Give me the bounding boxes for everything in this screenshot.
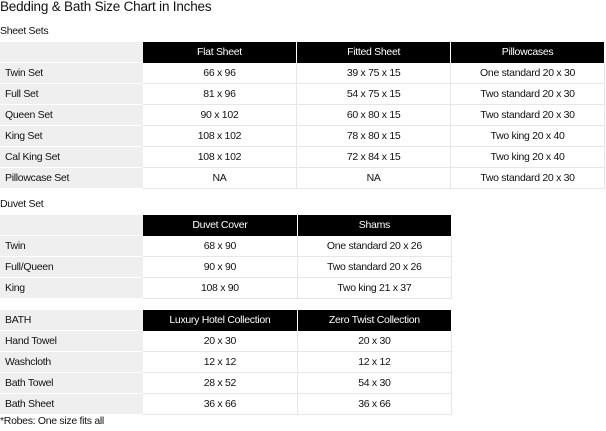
table-cell: 36 x 66 — [143, 393, 298, 415]
table-cell: Two standard 20 x 26 — [297, 256, 453, 278]
row-label: King — [0, 277, 144, 299]
table-cell: 72 x 84 x 15 — [296, 146, 452, 168]
column-header: Duvet Cover — [143, 215, 298, 236]
table-row: King Set 108 x 102 78 x 80 x 15 Two king 20… — [0, 125, 605, 147]
table-cell: Two king 20 x 40 — [450, 146, 605, 168]
page-title: Bedding & Bath Size Chart in Inches — [0, 0, 212, 14]
table-cell: 54 x 75 x 15 — [296, 83, 452, 105]
footnote: *Robes: One size fits all — [0, 415, 104, 427]
row-label: Cal King Set — [0, 146, 143, 168]
table-row: Full/Queen 90 x 90 Two standard 20 x 26 — [0, 256, 453, 278]
column-header: Flat Sheet — [142, 42, 298, 63]
row-label: Pillowcase Set — [0, 167, 143, 189]
table-row: Pillowcase Set NA NA Two standard 20 x 30 — [0, 167, 605, 189]
corner-cell — [0, 215, 144, 236]
table-row: King 108 x 90 Two king 21 x 37 — [0, 277, 453, 299]
column-header: Luxury Hotel Collection — [143, 310, 298, 331]
table-cell: One standard 20 x 26 — [297, 235, 453, 257]
table-cell: 12 x 12 — [143, 351, 298, 373]
table-cell: NA — [142, 167, 298, 189]
row-label: Washcloth — [0, 351, 144, 373]
table-cell: 78 x 80 x 15 — [296, 125, 452, 147]
sheet-sets-table: Flat Sheet Fitted Sheet Pillowcases Twin Se… — [0, 42, 605, 189]
header-row: Flat Sheet Fitted Sheet Pillowcases — [0, 42, 605, 63]
row-label: King Set — [0, 125, 143, 147]
table-cell: 36 x 66 — [297, 393, 453, 415]
corner-cell — [0, 42, 143, 63]
duvet-set-heading: Duvet Set — [0, 198, 44, 210]
bath-table: BATH Luxury Hotel Collection Zero Twist Co… — [0, 310, 453, 415]
row-label: Full/Queen — [0, 256, 144, 278]
table-cell: Two king 20 x 40 — [450, 125, 605, 147]
sheet-sets-heading: Sheet Sets — [0, 25, 49, 37]
table-cell: 108 x 90 — [143, 277, 298, 299]
table-cell: 90 x 102 — [142, 104, 298, 126]
table-cell: 20 x 30 — [143, 330, 298, 352]
column-header: Shams — [297, 215, 453, 236]
table-row: Washcloth 12 x 12 12 x 12 — [0, 351, 453, 373]
row-label: Bath Towel — [0, 372, 144, 394]
table-cell: Two standard 20 x 30 — [450, 167, 605, 189]
row-label: Bath Sheet — [0, 393, 144, 415]
row-label: Queen Set — [0, 104, 143, 126]
table-row: Twin Set 66 x 96 39 x 75 x 15 One standard … — [0, 62, 605, 84]
column-header: Pillowcases — [450, 42, 605, 63]
header-row: Duvet Cover Shams — [0, 215, 453, 236]
table-cell: 81 x 96 — [142, 83, 298, 105]
corner-cell: BATH — [0, 310, 144, 331]
row-label: Full Set — [0, 83, 143, 105]
table-cell: 39 x 75 x 15 — [296, 62, 452, 84]
table-cell: 108 x 102 — [142, 146, 298, 168]
table-cell: Two standard 20 x 30 — [450, 83, 605, 105]
table-cell: 28 x 52 — [143, 372, 298, 394]
table-row: Hand Towel 20 x 30 20 x 30 — [0, 330, 453, 352]
header-row: BATH Luxury Hotel Collection Zero Twist Co… — [0, 310, 453, 331]
row-label: Hand Towel — [0, 330, 144, 352]
table-row: Queen Set 90 x 102 60 x 80 x 15 Two standar… — [0, 104, 605, 126]
table-row: Bath Sheet 36 x 66 36 x 66 — [0, 393, 453, 415]
table-cell: Two standard 20 x 30 — [450, 104, 605, 126]
table-row: Full Set 81 x 96 54 x 75 x 15 Two standard … — [0, 83, 605, 105]
table-cell: 20 x 30 — [297, 330, 453, 352]
duvet-set-table: Duvet Cover Shams Twin 68 x 90 One standard … — [0, 215, 453, 299]
table-cell: Two king 21 x 37 — [297, 277, 453, 299]
table-cell: 90 x 90 — [143, 256, 298, 278]
table-cell: 60 x 80 x 15 — [296, 104, 452, 126]
table-cell: 68 x 90 — [143, 235, 298, 257]
row-label: Twin Set — [0, 62, 143, 84]
column-header: Fitted Sheet — [296, 42, 452, 63]
row-label: Twin — [0, 235, 144, 257]
table-row: Cal King Set 108 x 102 72 x 84 x 15 Two kin… — [0, 146, 605, 168]
table-cell: 108 x 102 — [142, 125, 298, 147]
table-cell: 12 x 12 — [297, 351, 453, 373]
table-cell: One standard 20 x 30 — [450, 62, 605, 84]
table-row: Twin 68 x 90 One standard 20 x 26 — [0, 235, 453, 257]
table-row: Bath Towel 28 x 52 54 x 30 — [0, 372, 453, 394]
table-cell: NA — [296, 167, 452, 189]
table-cell: 54 x 30 — [297, 372, 453, 394]
column-header: Zero Twist Collection — [297, 310, 453, 331]
table-cell: 66 x 96 — [142, 62, 298, 84]
